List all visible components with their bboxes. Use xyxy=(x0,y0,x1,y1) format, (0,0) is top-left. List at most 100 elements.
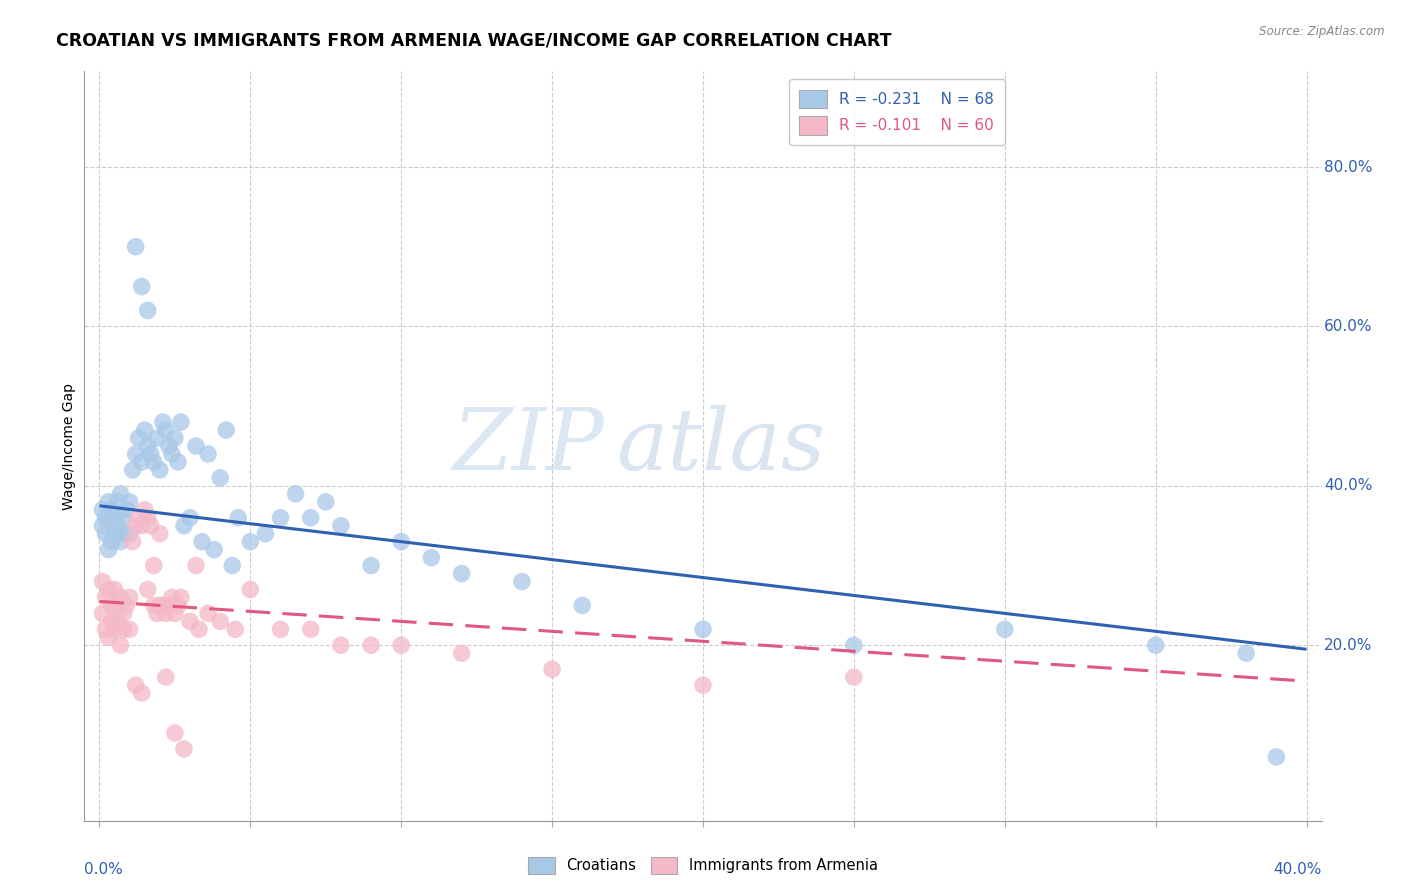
Point xyxy=(124,240,146,254)
Point xyxy=(842,670,865,684)
Point xyxy=(420,550,443,565)
Point xyxy=(94,623,117,637)
Point xyxy=(1144,638,1167,652)
Point xyxy=(146,607,169,621)
Point xyxy=(100,502,122,516)
Text: atlas: atlas xyxy=(616,405,825,487)
Text: 80.0%: 80.0% xyxy=(1324,160,1372,175)
Point xyxy=(1265,750,1288,764)
Point xyxy=(112,526,135,541)
Point xyxy=(103,623,125,637)
Point xyxy=(315,495,337,509)
Text: 60.0%: 60.0% xyxy=(1324,319,1372,334)
Point xyxy=(167,599,190,613)
Point xyxy=(100,534,122,549)
Point xyxy=(221,558,243,573)
Point xyxy=(136,303,159,318)
Point xyxy=(97,582,120,597)
Point xyxy=(226,510,249,524)
Point xyxy=(94,526,117,541)
Point xyxy=(173,742,195,756)
Point xyxy=(142,599,165,613)
Point xyxy=(115,502,138,516)
Point xyxy=(450,566,472,581)
Point xyxy=(209,471,232,485)
Point xyxy=(139,518,162,533)
Point xyxy=(131,686,153,700)
Point xyxy=(389,638,412,652)
Point xyxy=(163,726,186,740)
Point xyxy=(128,510,150,524)
Point xyxy=(163,431,186,445)
Point xyxy=(146,431,169,445)
Point xyxy=(202,542,225,557)
Point xyxy=(134,423,156,437)
Text: 20.0%: 20.0% xyxy=(1324,638,1372,653)
Point xyxy=(131,518,153,533)
Point xyxy=(100,615,122,629)
Point xyxy=(389,534,412,549)
Point xyxy=(450,646,472,660)
Point xyxy=(136,582,159,597)
Point xyxy=(215,423,238,437)
Point xyxy=(152,415,174,429)
Point xyxy=(100,599,122,613)
Point xyxy=(360,558,382,573)
Point xyxy=(692,623,714,637)
Point xyxy=(103,526,125,541)
Point xyxy=(118,526,141,541)
Text: ZIP: ZIP xyxy=(453,405,605,487)
Point xyxy=(160,447,183,461)
Legend: R = -0.231    N = 68, R = -0.101    N = 60: R = -0.231 N = 68, R = -0.101 N = 60 xyxy=(789,79,1005,145)
Point xyxy=(184,439,207,453)
Point xyxy=(136,439,159,453)
Point xyxy=(541,662,564,676)
Point xyxy=(179,615,201,629)
Point xyxy=(149,526,172,541)
Point xyxy=(329,518,352,533)
Point xyxy=(107,518,129,533)
Point xyxy=(110,638,132,652)
Point xyxy=(136,510,159,524)
Text: 40.0%: 40.0% xyxy=(1274,862,1322,877)
Point xyxy=(360,638,382,652)
Point xyxy=(270,510,292,524)
Point xyxy=(209,615,232,629)
Point xyxy=(299,623,322,637)
Point xyxy=(142,558,165,573)
Point xyxy=(239,534,262,549)
Point xyxy=(94,510,117,524)
Point xyxy=(91,574,114,589)
Point xyxy=(155,670,177,684)
Point xyxy=(157,599,180,613)
Point xyxy=(128,431,150,445)
Point xyxy=(254,526,277,541)
Point xyxy=(107,599,129,613)
Point xyxy=(239,582,262,597)
Point xyxy=(97,495,120,509)
Point xyxy=(197,607,219,621)
Point xyxy=(142,455,165,469)
Point xyxy=(124,678,146,692)
Point xyxy=(112,607,135,621)
Point xyxy=(110,591,132,605)
Point xyxy=(118,495,141,509)
Point xyxy=(152,599,174,613)
Legend: Croatians, Immigrants from Armenia: Croatians, Immigrants from Armenia xyxy=(523,851,883,880)
Point xyxy=(1234,646,1257,660)
Text: CROATIAN VS IMMIGRANTS FROM ARMENIA WAGE/INCOME GAP CORRELATION CHART: CROATIAN VS IMMIGRANTS FROM ARMENIA WAGE… xyxy=(56,31,891,49)
Point xyxy=(118,591,141,605)
Point xyxy=(842,638,865,652)
Point xyxy=(124,518,146,533)
Point xyxy=(107,615,129,629)
Text: Source: ZipAtlas.com: Source: ZipAtlas.com xyxy=(1260,25,1385,38)
Point xyxy=(160,591,183,605)
Point xyxy=(131,279,153,293)
Point xyxy=(173,518,195,533)
Point xyxy=(103,510,125,524)
Point xyxy=(179,510,201,524)
Point xyxy=(155,607,177,621)
Point xyxy=(118,623,141,637)
Point xyxy=(91,518,114,533)
Point xyxy=(571,599,593,613)
